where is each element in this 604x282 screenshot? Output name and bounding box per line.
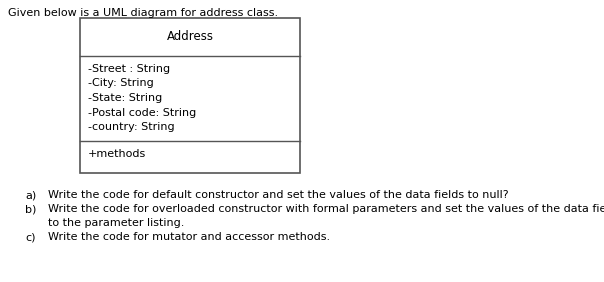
Text: -Street : String: -Street : String xyxy=(88,64,170,74)
Text: Write the code for default constructor and set the values of the data fields to : Write the code for default constructor a… xyxy=(48,190,509,200)
Text: -country: String: -country: String xyxy=(88,122,175,132)
Text: -State: String: -State: String xyxy=(88,93,162,103)
Text: -Postal code: String: -Postal code: String xyxy=(88,107,196,118)
Text: +methods: +methods xyxy=(88,149,146,159)
Text: Write the code for mutator and accessor methods.: Write the code for mutator and accessor … xyxy=(48,232,330,242)
Text: to the parameter listing.: to the parameter listing. xyxy=(48,218,184,228)
Text: Given below is a UML diagram for address class.: Given below is a UML diagram for address… xyxy=(8,8,278,18)
Bar xyxy=(80,18,300,173)
Text: b): b) xyxy=(25,204,36,214)
Text: Address: Address xyxy=(167,30,213,43)
Text: a): a) xyxy=(25,190,36,200)
Text: Write the code for overloaded constructor with formal parameters and set the val: Write the code for overloaded constructo… xyxy=(48,204,604,214)
Text: c): c) xyxy=(25,232,36,242)
Text: -City: String: -City: String xyxy=(88,78,154,89)
